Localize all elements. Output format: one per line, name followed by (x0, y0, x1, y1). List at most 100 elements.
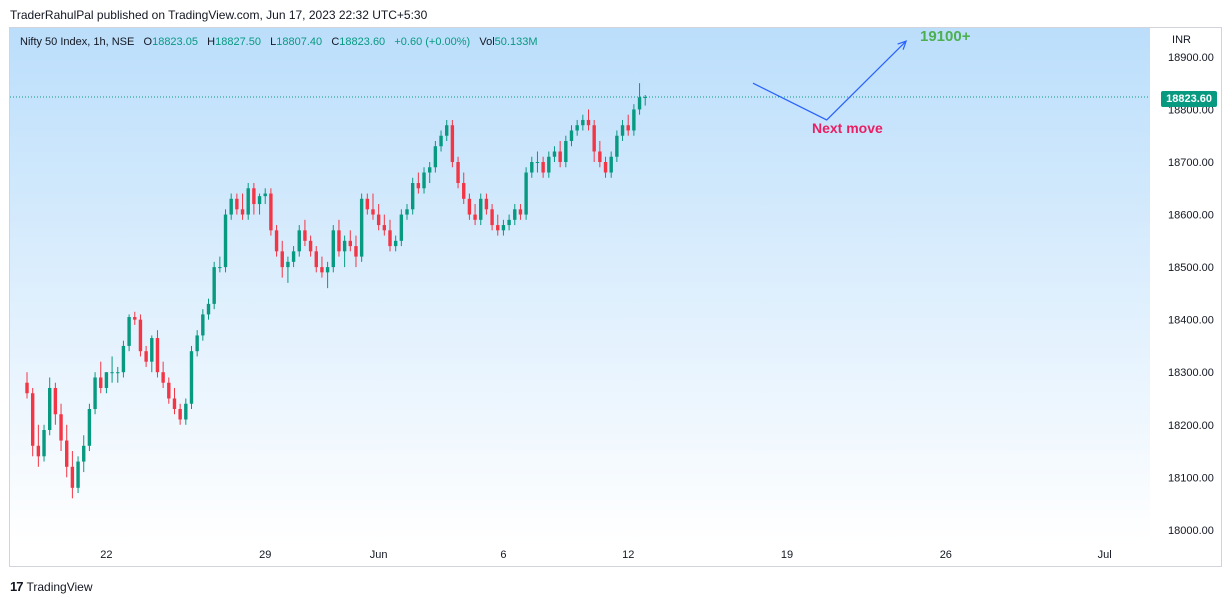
candle (25, 372, 29, 399)
candle-body (325, 267, 330, 273)
candle-body (382, 225, 387, 231)
candle (291, 246, 296, 268)
candle-body (632, 109, 636, 131)
candle-body (535, 162, 540, 164)
chart-pane[interactable]: 18900.00 18800.00 18700.00 18600.00 18500.00… (9, 27, 1222, 567)
candle (507, 214, 511, 231)
candles-group (10, 83, 1150, 499)
target-annotation[interactable]: 19100+ (920, 28, 971, 45)
candle (348, 230, 352, 252)
candle (269, 188, 273, 236)
candle-body (286, 261, 290, 268)
legend-change: +0.60 (+0.00%) (394, 36, 471, 48)
projection-arrowhead-icon (897, 40, 908, 50)
candle (462, 172, 466, 205)
candle (93, 372, 97, 415)
candle (286, 256, 290, 283)
y-axis[interactable]: 18900.00 18800.00 18700.00 18600.00 18500.00… (1168, 52, 1214, 537)
projection-path[interactable] (752, 40, 907, 121)
y-tick-label: 18800.00 (1168, 104, 1214, 116)
x-axis[interactable]: 22 29 Jun 6 12 19 26 Jul (100, 549, 1111, 561)
candle-body (342, 240, 347, 252)
candle-body (479, 198, 483, 220)
candle-body (36, 445, 41, 457)
candle (303, 219, 307, 247)
candle-body (82, 445, 86, 462)
candle-body (59, 414, 63, 441)
candle (127, 314, 131, 352)
candle-body (473, 214, 477, 220)
legend-low-value: 18807.40 (276, 36, 323, 48)
candle-body (110, 372, 114, 374)
candle-body (376, 214, 381, 226)
y-tick-label: 18300.00 (1168, 367, 1214, 379)
x-tick-label: 6 (500, 549, 506, 561)
next-move-annotation[interactable]: Next move (812, 120, 883, 136)
candle-body (269, 193, 273, 231)
y-tick-label: 18400.00 (1168, 315, 1214, 327)
candle (53, 382, 58, 425)
candle-body (615, 135, 619, 157)
candle (30, 387, 35, 457)
candle (104, 372, 109, 394)
candle-body (99, 377, 103, 388)
legend-open-label: O (143, 36, 153, 48)
candle (144, 345, 148, 367)
candle (428, 162, 432, 184)
candle (535, 151, 540, 173)
candle (359, 193, 364, 262)
last-price-badge: 18823.60 (1161, 91, 1217, 107)
candle (592, 119, 596, 163)
candle-body (558, 151, 562, 163)
currency-label[interactable]: INR (1172, 34, 1191, 46)
candle (263, 188, 267, 205)
x-tick-label: 19 (781, 549, 793, 561)
legend-open-value: 18823.05 (152, 36, 198, 48)
candle-body (643, 97, 647, 99)
candle-body (393, 240, 398, 247)
candle-body (76, 461, 80, 488)
candle-body (422, 172, 426, 189)
candle (223, 209, 228, 273)
candle-body (575, 125, 579, 131)
candle (121, 340, 126, 378)
candle-body (25, 382, 29, 394)
candle (184, 398, 188, 425)
candle-body (93, 377, 97, 409)
candle-body (235, 198, 239, 210)
legend-high-value: 18827.50 (215, 36, 261, 48)
candle-body (303, 230, 307, 241)
candle-body (581, 119, 585, 126)
candle (99, 361, 103, 394)
candle (490, 204, 494, 231)
candlestick-chart[interactable]: 18900.00 18800.00 18700.00 18600.00 18500.00… (10, 28, 1221, 566)
candle (172, 387, 177, 415)
candle (70, 451, 75, 499)
candle (48, 377, 52, 436)
candle-body (167, 382, 171, 399)
candle-body (331, 230, 335, 268)
candle-body (564, 140, 568, 163)
candle-body (518, 209, 523, 215)
candle (581, 114, 585, 131)
candle (416, 172, 421, 194)
tradingview-logo[interactable]: 17 TradingView (10, 579, 93, 594)
legend-high-label: H (207, 36, 216, 48)
candle (456, 156, 460, 189)
candle-body (274, 230, 279, 252)
candle (189, 345, 194, 409)
candle (518, 204, 523, 220)
candle (133, 311, 137, 325)
candle (382, 214, 387, 236)
x-tick-label: 12 (622, 549, 634, 561)
candle-body (569, 130, 574, 141)
symbol-legend[interactable]: Nifty 50 Index, 1h, NSE O18823.05 H18827… (20, 36, 537, 48)
candle-body (291, 251, 296, 262)
projection-drawing[interactable] (752, 40, 908, 121)
candle-body (530, 162, 534, 173)
y-tick-label: 18700.00 (1168, 157, 1214, 169)
candle-body (104, 372, 109, 388)
candle (274, 225, 279, 257)
candle-body (416, 183, 421, 189)
candle (376, 204, 381, 231)
